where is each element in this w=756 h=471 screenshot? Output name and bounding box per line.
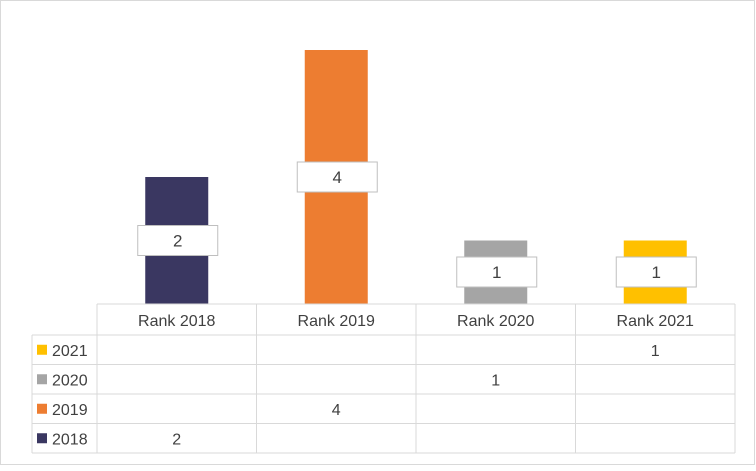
legend-key-2021 [37, 344, 47, 355]
legend-key-2019 [37, 403, 47, 414]
table-value: 4 [332, 402, 341, 419]
series-label: 2018 [52, 431, 88, 448]
data-label-box [137, 225, 219, 256]
data-label-box [456, 256, 538, 288]
data-label-box [296, 161, 378, 193]
category-label: Rank 2021 [617, 313, 694, 330]
data-label: 1 [492, 263, 501, 282]
data-labels-layer: 2 4 1 1 [137, 161, 697, 288]
data-label: 1 [652, 263, 661, 282]
data-table: Rank 2018 Rank 2019 Rank 2020 Rank 2021 2021… [31, 303, 736, 454]
series-label: 2020 [52, 372, 88, 389]
category-label: Rank 2018 [138, 313, 215, 330]
table-value: 1 [651, 343, 660, 360]
table-value: 1 [491, 372, 500, 389]
table-value: 2 [172, 431, 181, 448]
data-label-box [615, 256, 697, 288]
category-label: Rank 2019 [298, 313, 375, 330]
legend-key-2020 [37, 374, 47, 385]
category-label: Rank 2020 [457, 313, 534, 330]
data-label: 4 [333, 168, 342, 187]
legend-key-2018 [37, 433, 47, 444]
series-label: 2021 [52, 343, 88, 360]
series-label: 2019 [52, 402, 88, 419]
data-label: 2 [173, 232, 182, 251]
